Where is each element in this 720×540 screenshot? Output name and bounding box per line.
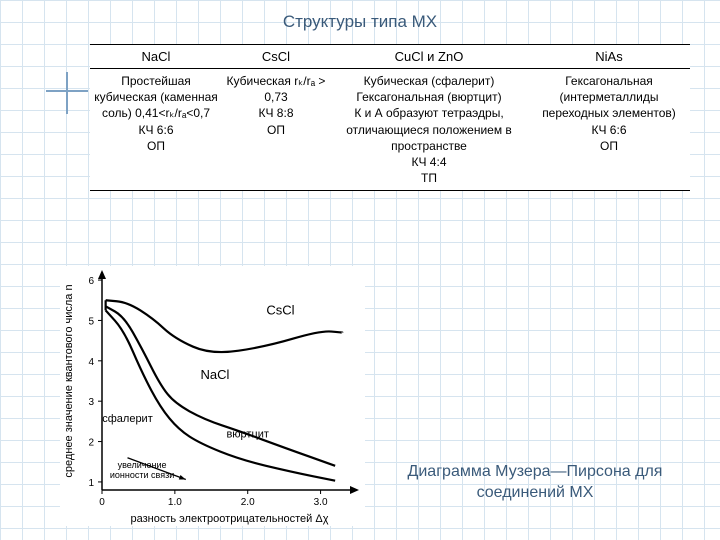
corner-accent	[46, 72, 88, 114]
svg-text:увеличение: увеличение	[118, 460, 167, 470]
svg-text:NaCl: NaCl	[200, 367, 229, 382]
svg-text:0: 0	[99, 497, 105, 508]
svg-text:5: 5	[88, 316, 94, 327]
mooser-pearson-chart: 0 1.0 2.0 3.0 1 2 3 4 5 6 разность электроотрицате…	[60, 266, 365, 526]
table-cell: Кубическая (сфалерит)Гексагональная (вюр…	[330, 69, 528, 191]
svg-text:2: 2	[88, 438, 94, 449]
svg-text:сфалерит: сфалерит	[102, 413, 153, 425]
svg-text:6: 6	[88, 276, 94, 287]
svg-text:1: 1	[88, 478, 94, 489]
table-header: NaCl	[90, 45, 222, 69]
table-cell: Гексагональная (интерметаллиды переходны…	[528, 69, 690, 191]
svg-text:3: 3	[88, 397, 94, 408]
svg-text:4: 4	[88, 357, 94, 368]
table-header: NiAs	[528, 45, 690, 69]
table-cell: Кубическая rₖ/rₐ > 0,73КЧ 8:8ОП	[222, 69, 330, 191]
svg-text:CsCl: CsCl	[266, 302, 294, 317]
table-header: CsCl	[222, 45, 330, 69]
page-title: Структуры типа МХ	[0, 12, 720, 32]
svg-text:1.0: 1.0	[168, 497, 182, 508]
table-cell: Простейшая кубическая (каменная соль) 0,…	[90, 69, 222, 191]
svg-text:разность электроотрицательност: разность электроотрицательностей Δχ	[130, 513, 328, 525]
structure-table: NaClCsClCuCl и ZnONiAs Простейшая кубиче…	[90, 44, 690, 191]
chart-caption: Диаграмма Музера—Пирсона для соединений …	[365, 462, 705, 504]
svg-text:вюртцит: вюртцит	[226, 429, 269, 441]
svg-text:2.0: 2.0	[241, 497, 255, 508]
svg-text:ионности связи: ионности связи	[110, 470, 174, 480]
svg-text:3.0: 3.0	[314, 497, 328, 508]
table-header: CuCl и ZnO	[330, 45, 528, 69]
svg-text:среднее значение квантового чи: среднее значение квантового числа n	[63, 284, 75, 477]
